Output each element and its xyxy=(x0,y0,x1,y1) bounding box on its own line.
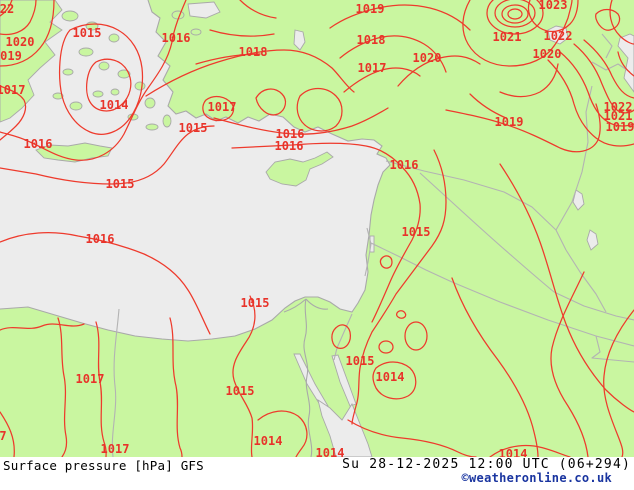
isobar-value-label: 1015 xyxy=(106,177,135,191)
isobar-labels: 2210200191017101510141016101510171018101… xyxy=(0,0,634,457)
surface-pressure-map: 2210200191017101510141016101510171018101… xyxy=(0,0,634,457)
nile-river xyxy=(283,298,329,457)
isobar-value-label: 1020 xyxy=(413,51,442,65)
isobar-contours xyxy=(0,0,634,457)
isobar-value-label: 1018 xyxy=(357,33,386,47)
isobar-value-label: 1016 xyxy=(390,158,419,172)
isobar-value-label: 1015 xyxy=(346,354,375,368)
isobar-value-label: 1015 xyxy=(402,225,431,239)
country-borders xyxy=(111,33,634,457)
isobar-value-label: 1019 xyxy=(495,115,524,129)
footer-product-label: Surface pressure [hPa] GFS xyxy=(3,458,204,473)
isobar-value-label: 1020 xyxy=(533,47,562,61)
isobar-value-label: 1017 xyxy=(208,100,237,114)
isobar-value-label: 1015 xyxy=(241,296,270,310)
isobar-value-label: 7 xyxy=(0,429,7,443)
isobar-value-label: 1014 xyxy=(100,98,129,112)
isobar-value-label: 1019 xyxy=(606,120,634,134)
footer-copyright-link[interactable]: ©weatheronline.co.uk xyxy=(461,471,612,485)
isobar-value-label: 1016 xyxy=(86,232,115,246)
mediterranean-sea xyxy=(0,0,391,342)
isobar-value-label: 1014 xyxy=(316,446,345,457)
island-cyprus xyxy=(265,151,334,187)
greece-land xyxy=(0,0,63,123)
isobar-value-label: 1020 xyxy=(6,35,35,49)
isobar-value-label: 1016 xyxy=(162,31,191,45)
isobar-value-label: 1021 xyxy=(604,109,633,123)
isobar-value-label: 1019 xyxy=(356,2,385,16)
isobar-value-label: 22 xyxy=(0,2,14,16)
isobar-value-label: 1014 xyxy=(254,434,283,448)
isobar-value-label: 019 xyxy=(0,49,22,63)
isobar-value-label: 1017 xyxy=(76,372,105,386)
island-crete xyxy=(35,142,113,163)
isobar-value-label: 1014 xyxy=(376,370,405,384)
isobar-value-label: 1018 xyxy=(239,45,268,59)
isobar-value-label: 1015 xyxy=(73,26,102,40)
isobar-value-label: 1017 xyxy=(358,61,387,75)
isobar-value-label: 1016 xyxy=(24,137,53,151)
isobar-value-label: 1016 xyxy=(275,139,304,153)
isobar-value-label: 1021 xyxy=(493,30,522,44)
isobar-value-label: 1017 xyxy=(0,83,25,97)
isobar-value-label: 1022 xyxy=(544,29,573,43)
isobar-value-label: 1015 xyxy=(226,384,255,398)
footer-datetime-label: Su 28-12-2025 12:00 UTC (06+294) xyxy=(342,457,631,472)
isobar-value-label: 1023 xyxy=(539,0,568,12)
isobar-value-label: 1015 xyxy=(179,121,208,135)
isobar-value-label: 1014 xyxy=(499,447,528,457)
isobar-value-label: 1022 xyxy=(604,100,633,114)
isobar-value-label: 1016 xyxy=(276,127,305,141)
isobar-value-label: 1017 xyxy=(101,442,130,456)
